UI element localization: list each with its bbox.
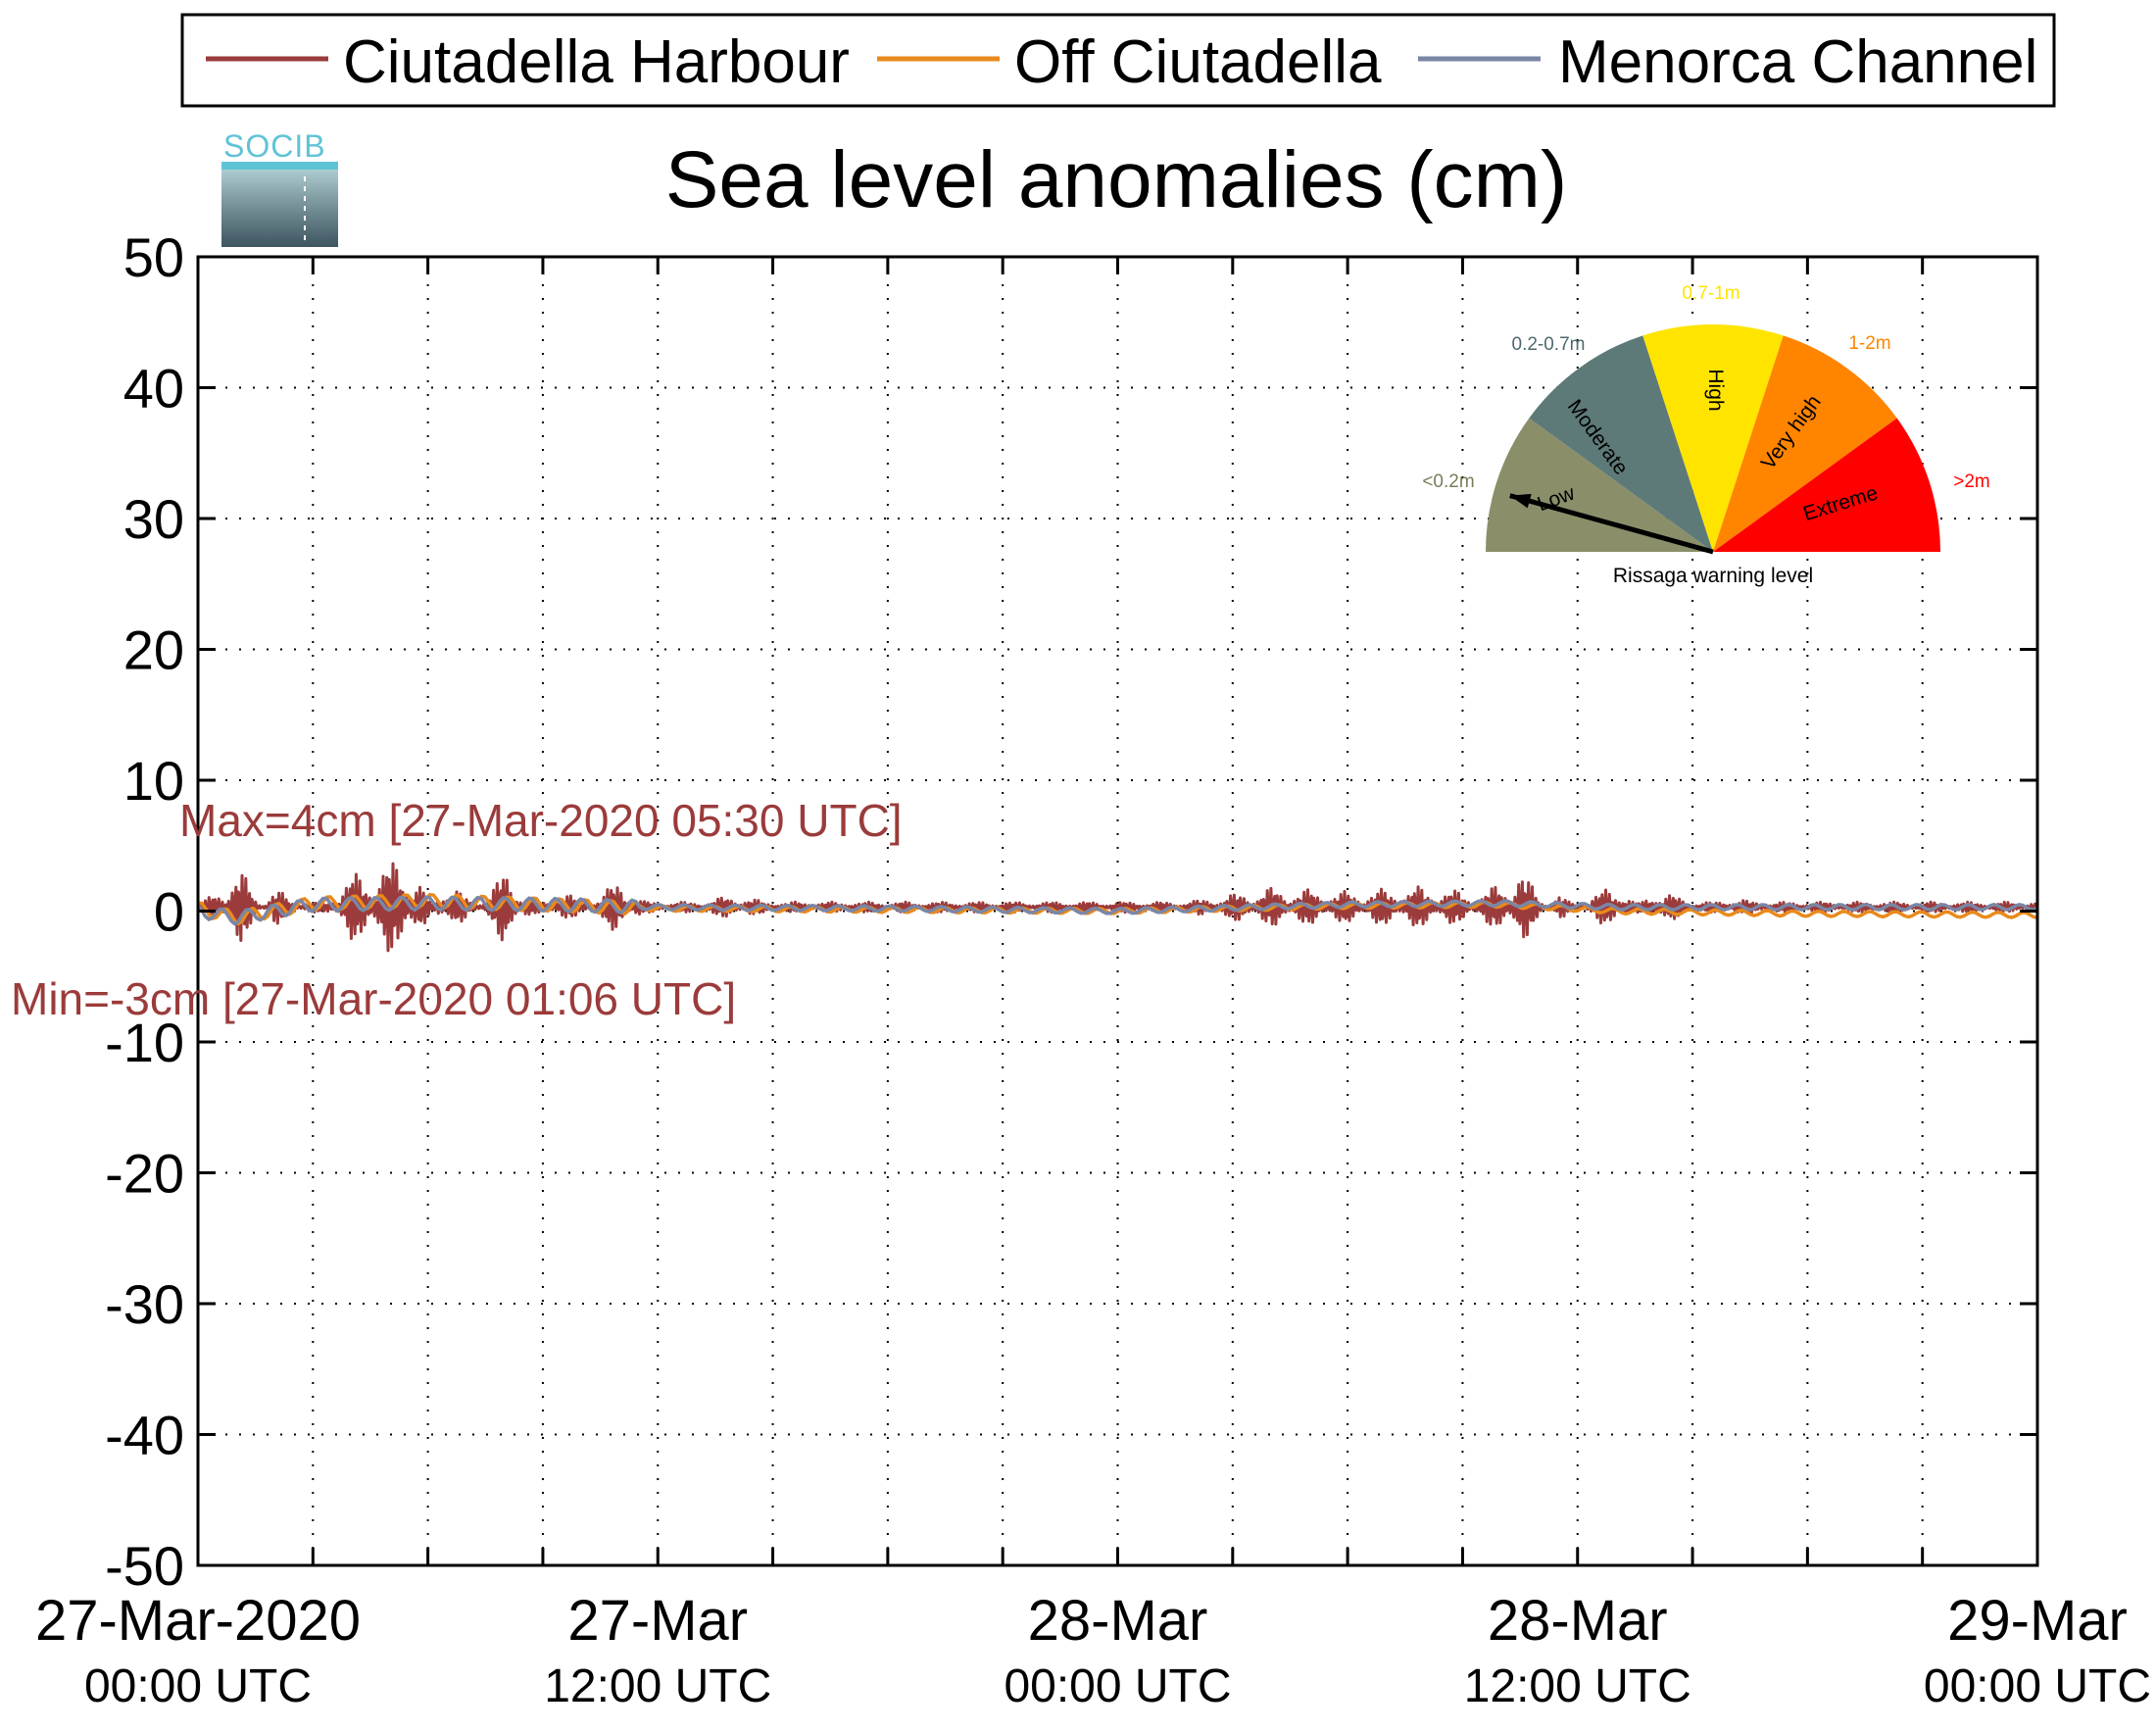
gauge-sector-high (1642, 324, 1784, 552)
legend-label-ciutadella-harbour: Ciutadella Harbour (343, 28, 850, 96)
y-tick-label: 40 (123, 358, 184, 420)
chart-title: Sea level anomalies (cm) (665, 135, 1568, 224)
gauge-range-label: >2m (1953, 471, 1990, 492)
y-tick-label: 0 (154, 881, 184, 943)
max-annotation: Max=4cm [27-Mar-2020 05:30 UTC] (179, 795, 903, 846)
gauge-level-label: High (1704, 369, 1727, 411)
x-tick-time-label: 12:00 UTC (544, 1660, 771, 1712)
x-tick-time-label: 12:00 UTC (1464, 1660, 1691, 1712)
y-tick-label: -40 (105, 1405, 184, 1466)
x-axis: 27-Mar-2020 00:00 UTC 27-Mar 12:00 UTC 28-Ma… (35, 257, 2151, 1712)
gauge-range-label: 0.2-0.7m (1512, 334, 1586, 355)
x-tick-time-label: 00:00 UTC (84, 1660, 312, 1712)
logo-wave (221, 162, 338, 170)
series-group (196, 862, 2039, 953)
gauge-sector-very-high (1713, 335, 1897, 552)
legend-label-off-ciutadella: Off Ciutadella (1014, 28, 1382, 96)
x-tick-date-label: 27-Mar (567, 1589, 748, 1653)
gauge-sector-low (1486, 418, 1713, 552)
x-tick-date-label: 29-Mar (1947, 1589, 2128, 1653)
socib-logo: SOCIB (221, 128, 338, 247)
x-tick-time-label: 00:00 UTC (1924, 1660, 2151, 1712)
gauge-range-label: <0.2m (1422, 471, 1474, 492)
gauge-pointer (1509, 493, 1714, 555)
y-tick-label: -30 (105, 1273, 184, 1335)
y-tick-label: 20 (123, 619, 184, 681)
legend-label-menorca-channel: Menorca Channel (1558, 28, 2037, 96)
y-tick-label: 30 (123, 488, 184, 550)
legend: Ciutadella Harbour Off Ciutadella Menorc… (180, 13, 2056, 108)
x-tick-date-label: 27-Mar-2020 (35, 1589, 361, 1653)
logo-block (221, 162, 338, 247)
series-line-off-ciutadella (197, 893, 2038, 926)
series-line-menorca-channel (196, 895, 2038, 926)
y-tick-label: 10 (123, 750, 184, 812)
logo-text: SOCIB (223, 128, 326, 164)
rissaga-gauge: <0.2m0.2-0.7m0.7-1m1-2m>2mLowModerateHig… (1422, 283, 1989, 587)
gauge-sector-extreme (1713, 418, 1940, 552)
gauge-sector-moderate (1529, 335, 1713, 552)
y-axis: 50 40 30 20 10 0 -10 -20 -30 -40 -50 (105, 226, 2037, 1597)
y-tick-label: 50 (123, 226, 184, 288)
y-tick-label: -50 (105, 1535, 184, 1597)
x-tick-time-label: 00:00 UTC (1004, 1660, 1231, 1712)
y-tick-label: -10 (105, 1012, 184, 1073)
plot-area: 50 40 30 20 10 0 -10 -20 -30 -40 -50 27-Mar-2020 00… (35, 226, 2151, 1712)
legend-frame (180, 13, 2056, 108)
x-tick-date-label: 28-Mar (1028, 1589, 1208, 1653)
gauge-range-label: 0.7-1m (1682, 283, 1740, 304)
gauge-range-label: 1-2m (1848, 333, 1890, 354)
gauge-caption: Rissaga warning level (1613, 565, 1813, 587)
gauge-pointer-head (1509, 493, 1532, 509)
x-tick-date-label: 28-Mar (1488, 1589, 1668, 1653)
y-tick-label: -20 (105, 1143, 184, 1205)
min-annotation: Min=-3cm [27-Mar-2020 01:06 UTC] (11, 973, 736, 1024)
